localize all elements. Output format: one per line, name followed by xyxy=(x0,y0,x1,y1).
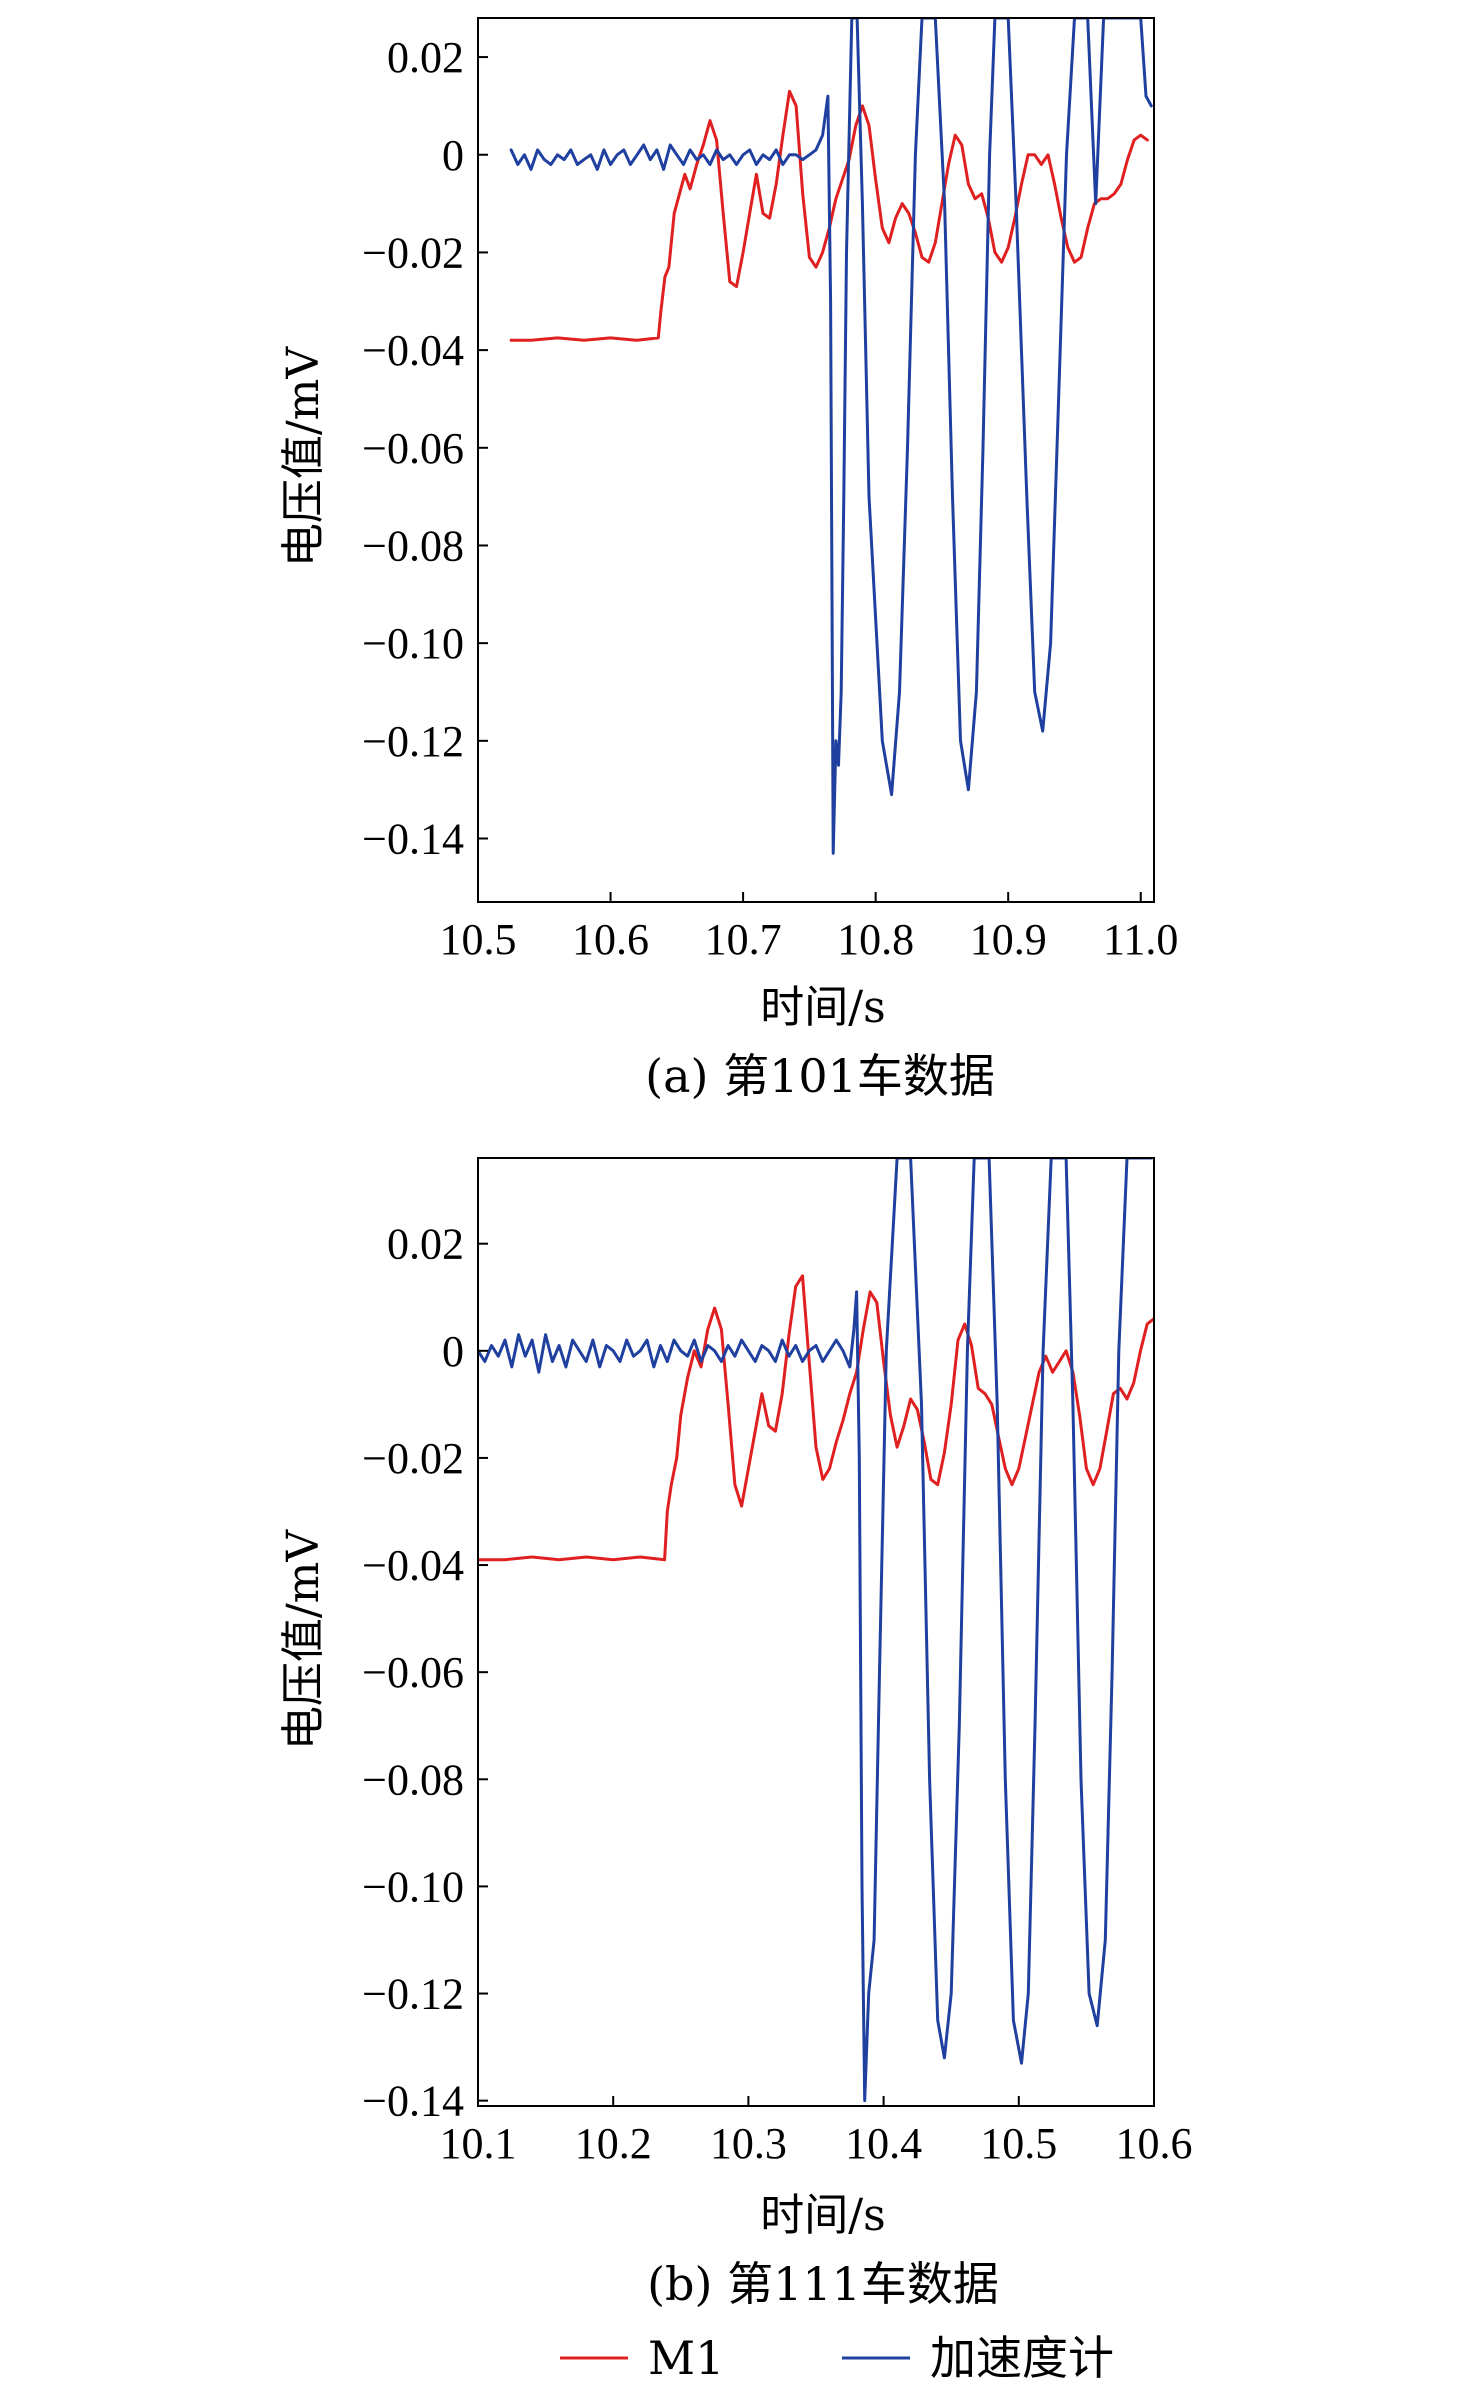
chart-b-series-accelerometer xyxy=(478,1158,1153,2103)
chart-b-plot: 10.1 10.2 10.3 10.4 10.5 10.6 0.02 0 −0.02 −0.04 −… xyxy=(362,1157,1193,2168)
chart-b-ylabel: 电压值/mV xyxy=(278,1529,329,1751)
chart-a-ytick-label: −0.14 xyxy=(362,815,464,864)
chart-a-ytick-label: −0.10 xyxy=(362,619,464,668)
chart-a-ylabel: 电压值/mV xyxy=(278,346,329,568)
chart-a-xtick-label: 10.7 xyxy=(705,915,782,964)
chart-a-ytick-label: −0.02 xyxy=(362,228,464,277)
chart-b-frame xyxy=(477,1157,1155,2107)
chart-b-xtick-label: 10.6 xyxy=(1116,2119,1193,2168)
chart-b-xlabel: 时间/s xyxy=(760,2190,885,2241)
chart-b-ytick-label: −0.12 xyxy=(362,1970,464,2019)
chart-a-ytick-label: 0.02 xyxy=(387,33,464,82)
chart-a-xtick-label: 10.6 xyxy=(572,915,649,964)
chart-b-ytick-label: −0.06 xyxy=(362,1648,464,1697)
panel-a: 10.5 10.6 10.7 10.8 10.9 11.0 0.02 0 −0.02 −0.04 −… xyxy=(278,17,1178,1103)
legend-label-m1: M1 xyxy=(648,2331,724,2385)
chart-b-xtick-label: 10.4 xyxy=(845,2119,922,2168)
chart-a-ytick-label: −0.08 xyxy=(362,521,464,570)
chart-a-ytick-label: −0.04 xyxy=(362,326,464,375)
chart-b-ytick-label: 0 xyxy=(442,1327,464,1376)
chart-a-ytick-label: −0.12 xyxy=(362,717,464,766)
chart-a-frame xyxy=(477,17,1155,903)
chart-b-caption: (b) 第111车数据 xyxy=(647,2257,999,2311)
chart-a-xtick-label: 10.9 xyxy=(970,915,1047,964)
chart-a-ytick-label: 0 xyxy=(442,131,464,180)
chart-a-series-m1 xyxy=(509,89,1149,342)
panel-b: 10.1 10.2 10.3 10.4 10.5 10.6 0.02 0 −0.02 −0.04 −… xyxy=(278,1157,1193,2311)
chart-b-ytick-label: −0.08 xyxy=(362,1755,464,1804)
chart-b-ytick-label: −0.14 xyxy=(362,2077,464,2126)
chart-b-ytick-label: −0.02 xyxy=(362,1434,464,1483)
chart-b-series-m1 xyxy=(478,1274,1154,1562)
legend: M1 加速度计 xyxy=(560,2331,1114,2385)
legend-label-accelerometer: 加速度计 xyxy=(930,2331,1114,2385)
chart-a-xtick-label: 11.0 xyxy=(1103,915,1178,964)
chart-a-xtick-label: 10.5 xyxy=(440,915,517,964)
chart-b-ytick-label: 0.02 xyxy=(387,1220,464,1269)
chart-a-plot: 10.5 10.6 10.7 10.8 10.9 11.0 0.02 0 −0.02 −0.04 −… xyxy=(362,17,1178,964)
chart-b-xtick-label: 10.1 xyxy=(440,2119,517,2168)
chart-a-xtick-label: 10.8 xyxy=(837,915,914,964)
chart-b-xtick-label: 10.2 xyxy=(575,2119,652,2168)
chart-b-ytick-label: −0.10 xyxy=(362,1862,464,1911)
chart-a-series-accelerometer xyxy=(509,18,1153,855)
chart-b-xtick-label: 10.3 xyxy=(710,2119,787,2168)
chart-a-ytick-label: −0.06 xyxy=(362,424,464,473)
chart-a-xlabel: 时间/s xyxy=(760,982,885,1033)
chart-a-caption: (a) 第101车数据 xyxy=(645,1049,995,1103)
chart-b-xtick-label: 10.5 xyxy=(980,2119,1057,2168)
chart-b-ytick-label: −0.04 xyxy=(362,1541,464,1590)
